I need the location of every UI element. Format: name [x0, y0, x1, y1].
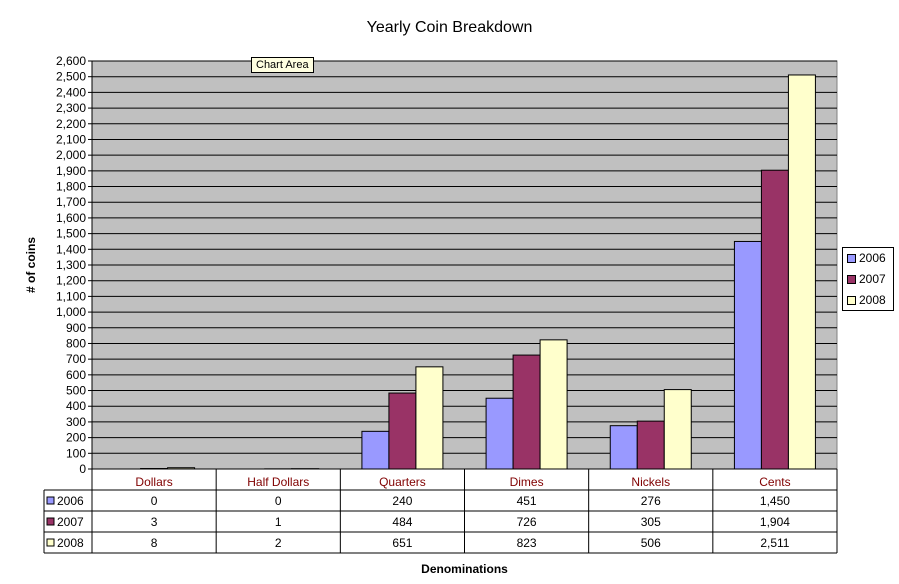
data-label: 823	[517, 536, 537, 550]
bar	[167, 467, 196, 470]
data-label: 1,450	[760, 494, 790, 508]
y-tick-label: 400	[66, 399, 86, 413]
y-tick-label: 1,400	[56, 242, 86, 256]
y-tick-label: 2,600	[56, 54, 86, 68]
data-label: 506	[641, 536, 661, 550]
bar	[485, 397, 514, 470]
y-tick-label: 200	[66, 431, 86, 445]
bar	[388, 392, 417, 470]
bar	[733, 240, 762, 470]
table-legend-key	[46, 496, 55, 505]
chart-title: Yearly Coin Breakdown	[366, 19, 533, 36]
legend-label: 2007	[859, 272, 886, 286]
y-tick-label: 800	[66, 336, 86, 350]
table-legend-key	[46, 538, 55, 547]
table-row-label: 2006	[57, 494, 84, 508]
y-axis-label: # of coins	[24, 237, 38, 294]
data-label: 451	[517, 494, 537, 508]
bar	[361, 430, 390, 470]
data-label: 1	[275, 515, 282, 529]
bar	[760, 169, 789, 470]
y-tick-label: 1,700	[56, 195, 86, 209]
y-tick-label: 2,200	[56, 117, 86, 131]
legend-label: 2008	[859, 293, 886, 307]
bar	[663, 389, 692, 470]
category-label: Half Dollars	[247, 475, 309, 489]
y-tick-label: 1,100	[56, 289, 86, 303]
data-label: 240	[392, 494, 412, 508]
data-label: 2	[275, 536, 282, 550]
data-label: 0	[151, 494, 158, 508]
data-label: 3	[151, 515, 158, 529]
y-tick-label: 1,500	[56, 227, 86, 241]
bar	[512, 354, 541, 470]
y-tick-label: 1,800	[56, 180, 86, 194]
y-tick-label: 1,900	[56, 164, 86, 178]
data-label: 305	[641, 515, 661, 529]
x-axis-label: Denominations	[421, 562, 508, 576]
table-row-label: 2007	[57, 515, 84, 529]
legend[interactable]: 2006 2007 2008	[842, 247, 894, 311]
bar	[539, 339, 568, 470]
bar	[787, 74, 816, 470]
data-label: 651	[392, 536, 412, 550]
y-tick-label: 300	[66, 415, 86, 429]
y-tick-label: 900	[66, 321, 86, 335]
category-label: Nickels	[631, 475, 670, 489]
y-tick-label: 1,300	[56, 258, 86, 272]
y-tick-label: 100	[66, 446, 86, 460]
legend-label: 2006	[859, 251, 886, 265]
data-label: 726	[517, 515, 537, 529]
category-label: Cents	[759, 475, 790, 489]
data-label: 0	[275, 494, 282, 508]
y-tick-label: 1,600	[56, 211, 86, 225]
y-tick-label: 600	[66, 368, 86, 382]
y-tick-label: 2,100	[56, 132, 86, 146]
bar	[609, 425, 638, 470]
bar	[636, 420, 665, 470]
legend-item-2008[interactable]: 2008	[847, 292, 886, 308]
chart-area-tooltip: Chart Area	[251, 57, 314, 73]
data-label: 8	[151, 536, 158, 550]
y-tick-label: 2,000	[56, 148, 86, 162]
legend-item-2007[interactable]: 2007	[847, 271, 886, 287]
table-row-label: 2008	[57, 536, 84, 550]
y-tick-label: 1,200	[56, 274, 86, 288]
data-label: 276	[641, 494, 661, 508]
data-label: 1,904	[760, 515, 790, 529]
legend-swatch	[847, 275, 856, 285]
legend-item-2006[interactable]: 2006	[847, 250, 886, 266]
bar	[415, 366, 444, 470]
category-label: Dimes	[510, 475, 544, 489]
y-tick-label: 0	[79, 462, 86, 476]
y-tick-label: 700	[66, 352, 86, 366]
y-tick-label: 2,300	[56, 101, 86, 115]
y-tick-label: 2,400	[56, 85, 86, 99]
category-label: Dollars	[135, 475, 172, 489]
category-label: Quarters	[379, 475, 426, 489]
y-tick-label: 1,000	[56, 305, 86, 319]
legend-swatch	[847, 254, 856, 264]
data-label: 484	[392, 515, 412, 529]
table-legend-key	[46, 517, 55, 526]
data-label: 2,511	[760, 536, 789, 550]
y-tick-label: 500	[66, 384, 86, 398]
y-tick-label: 2,500	[56, 70, 86, 84]
legend-swatch	[847, 296, 856, 306]
